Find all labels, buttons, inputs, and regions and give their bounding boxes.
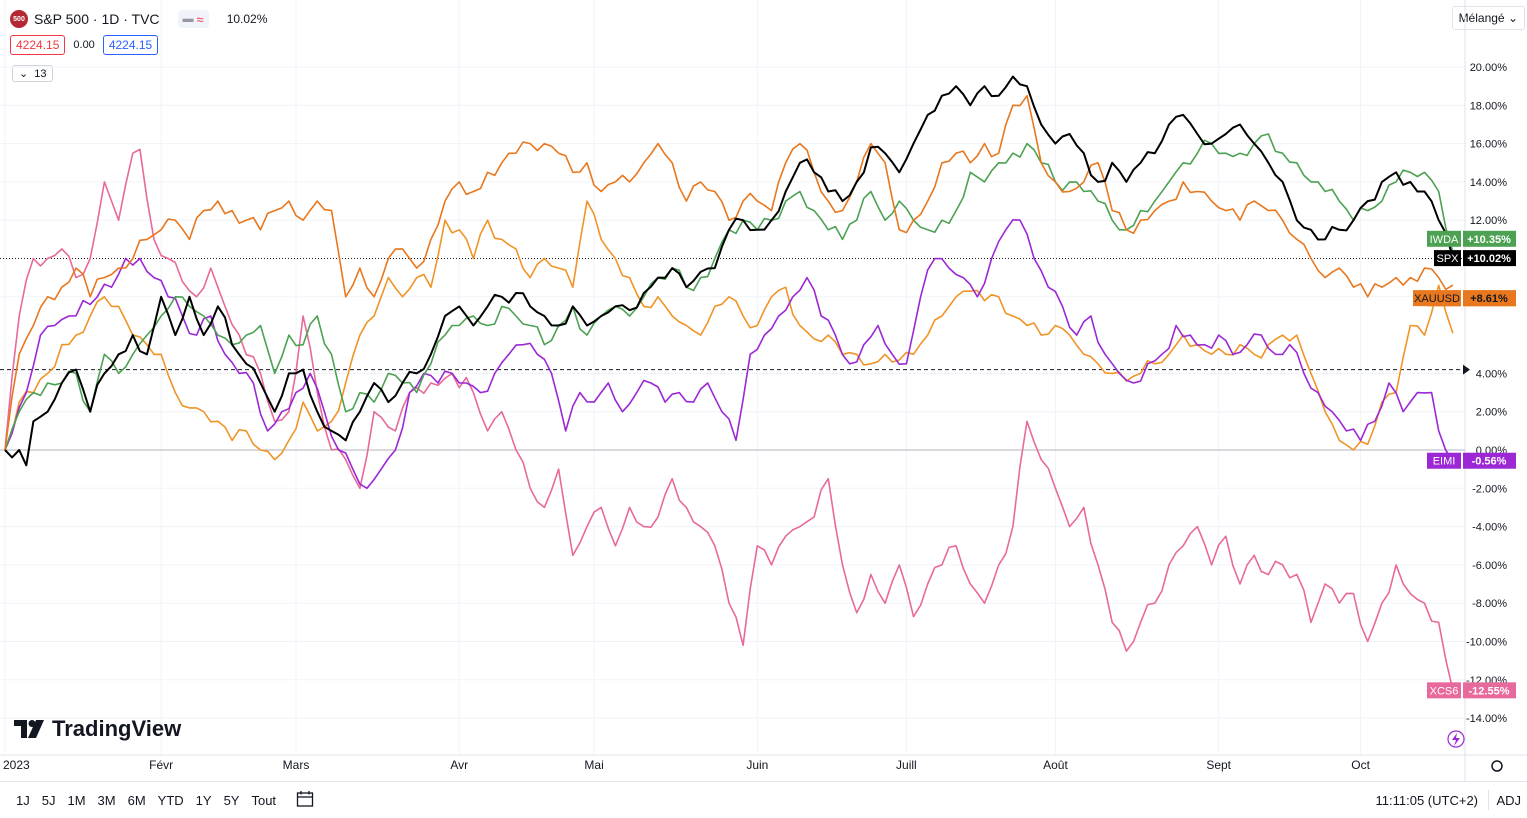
x-tick-label: Juill xyxy=(896,758,917,772)
y-axis: 20.00%18.00%16.00%14.00%12.00%8.00%4.00%… xyxy=(1466,62,1507,725)
x-tick-label: 2023 xyxy=(3,758,30,772)
sp500-logo-icon: 500 xyxy=(10,10,28,28)
adj-toggle[interactable]: ADJ xyxy=(1496,792,1521,808)
series-line-sx5e xyxy=(4,200,1454,461)
range-buttons: 1J 5J 1M 3M 6M YTD 1Y 5Y Tout xyxy=(10,793,282,808)
eye-icon[interactable]: ▬ xyxy=(182,13,194,25)
x-tick-label: Août xyxy=(1043,758,1068,772)
series-name-tag xyxy=(1427,230,1461,247)
series-name-label: SPX xyxy=(1436,253,1459,265)
indicator-toggle[interactable]: ▬ ≈ xyxy=(177,10,209,28)
range-ytd[interactable]: YTD xyxy=(157,792,184,808)
y-tick-label: 18.00% xyxy=(1470,100,1508,112)
series-value-tag xyxy=(1463,682,1516,699)
scale-mode-label: Mélangé xyxy=(1458,11,1505,25)
x-tick-label: Mars xyxy=(283,758,310,772)
buy-price[interactable]: 4224.15 xyxy=(102,35,159,55)
range-1y[interactable]: 1Y xyxy=(195,792,212,808)
range-5y[interactable]: 5Y xyxy=(223,792,240,808)
series-name-label: XCS6 xyxy=(1430,685,1459,697)
x-tick-label: Avr xyxy=(450,758,468,772)
tradingview-watermark: TradingView xyxy=(14,716,181,742)
series-labels: XCS6-12.55%SX5E+6.09%EIMI-0.56%IWDA+10.3… xyxy=(1413,230,1516,699)
chart-legend-header: 500 S&P 500 · 1D · TVC ▬ ≈ 10.02% xyxy=(10,8,267,30)
indicators-collapse-button[interactable]: ⌄ 13 xyxy=(12,65,54,82)
x-tick-label: Mai xyxy=(584,758,603,772)
series-line-eimi xyxy=(4,219,1454,490)
x-tick-label: Févr xyxy=(149,758,173,772)
x-tick-label: Sept xyxy=(1206,758,1231,772)
series-line-xcs6 xyxy=(4,148,1454,691)
range-3m[interactable]: 3M xyxy=(97,792,116,808)
series-line-spx xyxy=(4,75,1454,467)
range-tout[interactable]: Tout xyxy=(251,792,277,808)
series-name-label: XAUUSD xyxy=(1414,293,1460,305)
range-1j[interactable]: 1J xyxy=(16,792,30,808)
series-value-tag xyxy=(1463,230,1516,247)
sell-price[interactable]: 4224.15 xyxy=(10,35,66,55)
range-1m[interactable]: 1M xyxy=(67,792,86,808)
bottom-toolbar: 1J 5J 1M 3M 6M YTD 1Y 5Y Tout 11:11:05 (UTC+2) A… xyxy=(0,781,1527,818)
series-value-tag xyxy=(1463,250,1516,267)
series-value-label: +8.61% xyxy=(1470,293,1508,305)
series-name-tag xyxy=(1427,452,1461,469)
y-tick-label: -10.00% xyxy=(1466,637,1507,649)
clock[interactable]: 11:11:05 (UTC+2) xyxy=(1375,792,1478,808)
x-tick-label: Oct xyxy=(1351,758,1370,772)
series-name-tag xyxy=(1413,290,1461,307)
tradingview-logo-icon xyxy=(14,720,44,738)
chevron-down-icon: ⌄ xyxy=(19,68,29,80)
y-tick-label: 2.00% xyxy=(1476,407,1507,419)
y-tick-label: -14.00% xyxy=(1466,713,1507,725)
series-value-tag xyxy=(1463,452,1516,469)
settings-gear-icon[interactable] xyxy=(1491,760,1503,772)
chevron-down-icon: ⌄ xyxy=(1507,11,1518,25)
y-tick-label: 12.00% xyxy=(1470,215,1508,227)
scale-mode-select[interactable]: Mélangé ⌄ xyxy=(1451,6,1525,30)
series-value-tag xyxy=(1463,290,1516,307)
y-tick-label: -2.00% xyxy=(1472,483,1507,495)
x-axis: 2023 Févr Mars Avr Mai Juin Juill Août Sept Oct xyxy=(3,730,1503,772)
y-tick-label: 16.00% xyxy=(1470,139,1508,151)
range-5j[interactable]: 5J xyxy=(41,792,56,808)
series-value-label: +10.02% xyxy=(1467,253,1511,265)
series-name-tag xyxy=(1427,682,1461,699)
lightning-bolt-icon xyxy=(1452,733,1460,746)
spread-value: 0.00 xyxy=(73,39,95,51)
y-tick-label: 4.00% xyxy=(1476,368,1507,380)
watermark-text: TradingView xyxy=(52,716,182,741)
y-tick-label: -4.00% xyxy=(1472,522,1507,534)
series-value-label: -12.55% xyxy=(1469,685,1510,697)
series-name-label: IWDA xyxy=(1430,234,1459,246)
divider xyxy=(1488,790,1489,810)
change-percent: 10.02% xyxy=(226,12,268,26)
y-tick-label: 20.00% xyxy=(1470,62,1508,74)
price-row: 4224.15 0.00 4224.15 xyxy=(10,35,159,55)
series-line-xauusd xyxy=(4,94,1454,451)
compare-icon: ≈ xyxy=(196,11,204,27)
chart-canvas[interactable]: 20.00%18.00%16.00%14.00%12.00%8.00%4.00%… xyxy=(0,0,1527,781)
lightning-icon[interactable] xyxy=(1447,730,1465,748)
x-tick-label: Juin xyxy=(746,758,768,772)
series-name-label: EIMI xyxy=(1433,456,1456,468)
symbol-title[interactable]: S&P 500 · 1D · TVC xyxy=(34,11,160,27)
series-lines xyxy=(4,75,1454,691)
y-tick-label: -6.00% xyxy=(1472,560,1507,572)
y-tick-label: -8.00% xyxy=(1472,598,1507,610)
series-name-tag xyxy=(1434,250,1461,267)
calendar-icon[interactable] xyxy=(296,790,314,811)
range-6m[interactable]: 6M xyxy=(127,792,146,808)
reference-lines xyxy=(0,258,1470,451)
y-tick-label: 14.00% xyxy=(1470,177,1508,189)
baseline-marker-icon xyxy=(1463,364,1470,375)
series-value-label: +10.35% xyxy=(1467,234,1511,246)
series-value-label: -0.56% xyxy=(1472,456,1507,468)
indicator-count: 13 xyxy=(34,67,47,80)
grid-lines xyxy=(0,0,1527,781)
